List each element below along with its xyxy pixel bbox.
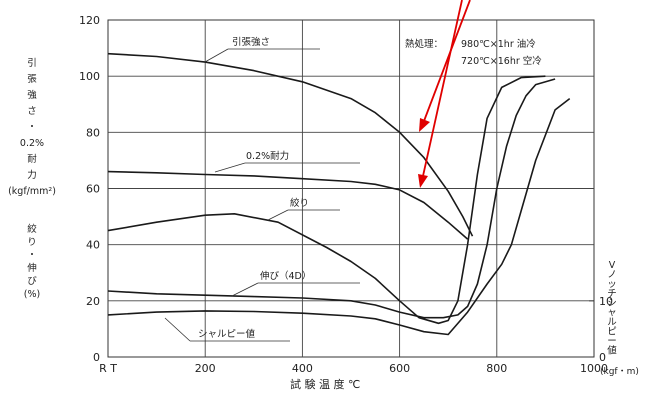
- axis-label-char: 絞: [27, 223, 37, 235]
- label-tensile-strength: 引張強さ: [232, 36, 270, 48]
- x-axis-label: 試 験 温 度 ℃: [290, 377, 360, 391]
- series-label-reduction: 絞り: [267, 197, 340, 221]
- axis-label-char: 強: [27, 89, 37, 101]
- label-elongation: 伸び（4D）: [260, 270, 311, 282]
- red-arrow-upper: [419, 0, 471, 132]
- x-tick-label: 400: [292, 362, 313, 375]
- series-line-0: [107, 52, 474, 237]
- right-tick-label: 10: [599, 295, 613, 308]
- series-label-proof: 0.2%耐力: [214, 150, 360, 173]
- y-axis-ticks: 0 20 40 60 80 100 120: [79, 14, 100, 364]
- axis-label-char: ル: [607, 317, 617, 328]
- axis-label-char: ・: [27, 122, 37, 133]
- y-tick-label: 120: [79, 14, 100, 27]
- series-lines: [107, 52, 571, 336]
- y-tick-label: 40: [86, 239, 100, 252]
- axis-label-char: シ: [607, 298, 617, 309]
- axis-label-char: (kgf/mm²): [8, 186, 56, 197]
- axis-label-char: り: [27, 237, 37, 248]
- axis-label-char: さ: [27, 106, 37, 117]
- series-label-tensile: 引張強さ: [204, 36, 320, 63]
- x-tick-label: 200: [195, 362, 216, 375]
- axis-label-char: 耐: [27, 153, 37, 165]
- axis-label-char: 引: [27, 58, 37, 69]
- axis-label-char: 0.2%: [20, 138, 44, 149]
- series-line-4: [107, 97, 571, 336]
- series-line-2: [107, 75, 546, 325]
- axis-label-char: ピ: [607, 327, 617, 338]
- axis-label-char: (%): [24, 289, 40, 300]
- label-charpy: シャルピー値: [198, 328, 256, 340]
- axis-label-char: 張: [27, 74, 37, 85]
- axis-label-char: V: [609, 260, 616, 271]
- axis-label-char: ・: [27, 250, 37, 261]
- x-axis-ticks: R T 200 400 600 800 1000: [99, 362, 608, 375]
- heat-treatment-line1: 980℃×1hr 油冷: [461, 38, 536, 50]
- axis-label-char: ャ: [607, 308, 617, 319]
- y-axis-label-reduction-elongation: 絞り・伸び (%): [24, 223, 40, 300]
- heat-treatment-heading: 熱処理：: [405, 38, 443, 50]
- right-tick-label: 0: [599, 351, 606, 364]
- series-line-3: [107, 78, 556, 319]
- axis-label-char: び: [27, 276, 37, 287]
- y-axis-label-strength: 引張強さ・ 0.2% 耐力 (kgf/mm²): [8, 58, 56, 197]
- series-label-elongation: 伸び（4D）: [231, 270, 360, 297]
- y-tick-label: 0: [93, 351, 100, 364]
- axis-label-char: チ: [607, 289, 617, 300]
- label-proof-stress: 0.2%耐力: [246, 150, 289, 162]
- right-axis-unit: (kgf・m): [600, 367, 639, 377]
- red-arrow-lower: [418, 0, 463, 188]
- axis-label-char: 伸: [27, 262, 37, 274]
- axis-label-char: ノ: [607, 270, 617, 281]
- x-tick-label: R T: [99, 362, 117, 375]
- right-axis-ticks: 0 10: [589, 295, 613, 364]
- axis-label-char: 力: [27, 169, 37, 181]
- y-tick-label: 20: [86, 295, 100, 308]
- heat-treatment-line2: 720℃×16hr 空冷: [461, 55, 542, 67]
- label-reduction-of-area: 絞り: [290, 197, 309, 209]
- x-tick-label: 1000: [580, 362, 608, 375]
- x-tick-label: 600: [389, 362, 410, 375]
- series-line-1: [107, 170, 469, 240]
- axis-label-char: ッ: [607, 279, 617, 290]
- x-tick-label: 800: [486, 362, 507, 375]
- axis-label-char: ー: [607, 336, 617, 347]
- y-tick-label: 80: [86, 126, 100, 139]
- gridlines: [108, 20, 594, 357]
- axis-label-char: 値: [607, 345, 617, 357]
- y-tick-label: 100: [79, 70, 100, 83]
- series-label-charpy: シャルピー値: [164, 317, 290, 342]
- y-tick-label: 60: [86, 183, 100, 196]
